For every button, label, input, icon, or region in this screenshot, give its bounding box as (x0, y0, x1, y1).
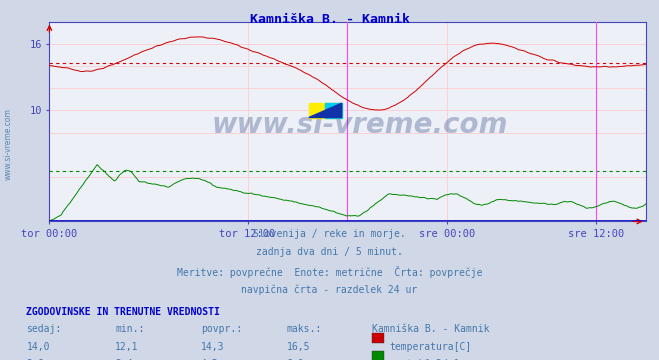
Polygon shape (309, 103, 341, 117)
Bar (309, 103, 341, 117)
Text: ZGODOVINSKE IN TRENUTNE VREDNOSTI: ZGODOVINSKE IN TRENUTNE VREDNOSTI (26, 307, 220, 317)
Bar (309, 103, 341, 117)
Text: min.:: min.: (115, 324, 145, 334)
Text: temperatura[C]: temperatura[C] (389, 342, 472, 352)
Text: Kamniška B. - Kamnik: Kamniška B. - Kamnik (250, 13, 409, 26)
Text: Slovenija / reke in morje.: Slovenija / reke in morje. (253, 229, 406, 239)
Text: povpr.:: povpr.: (201, 324, 242, 334)
Text: 4,5: 4,5 (201, 359, 219, 360)
Text: 12,1: 12,1 (115, 342, 139, 352)
Text: 14,3: 14,3 (201, 342, 225, 352)
Text: www.si-vreme.com: www.si-vreme.com (3, 108, 13, 180)
Text: Meritve: povprečne  Enote: metrične  Črta: povprečje: Meritve: povprečne Enote: metrične Črta:… (177, 266, 482, 278)
Bar (326, 103, 341, 117)
Text: Kamniška B. - Kamnik: Kamniška B. - Kamnik (372, 324, 490, 334)
Text: 3,6: 3,6 (26, 359, 44, 360)
Text: 16,5: 16,5 (287, 342, 310, 352)
Text: zadnja dva dni / 5 minut.: zadnja dva dni / 5 minut. (256, 247, 403, 257)
Text: 6,0: 6,0 (287, 359, 304, 360)
Text: 3,4: 3,4 (115, 359, 133, 360)
Text: www.si-vreme.com: www.si-vreme.com (212, 112, 508, 139)
Text: maks.:: maks.: (287, 324, 322, 334)
Text: navpična črta - razdelek 24 ur: navpična črta - razdelek 24 ur (241, 285, 418, 295)
Text: sedaj:: sedaj: (26, 324, 61, 334)
Text: pretok[m3/s]: pretok[m3/s] (389, 359, 460, 360)
Text: 14,0: 14,0 (26, 342, 50, 352)
